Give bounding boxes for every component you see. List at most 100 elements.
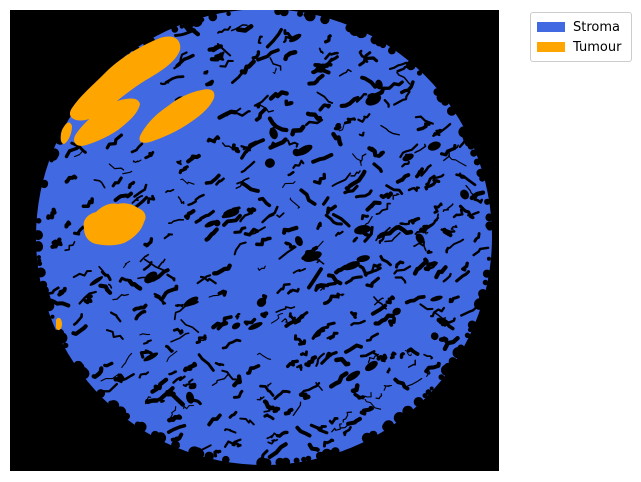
- tissue-edge-gap: [54, 328, 65, 338]
- tissue-gap: [404, 294, 426, 305]
- tissue-gap: [354, 189, 373, 199]
- tissue-edge-gap: [33, 230, 43, 241]
- tissue-gap: [272, 67, 277, 74]
- tissue-gap: [113, 373, 125, 382]
- tissue-gap: [70, 141, 87, 154]
- tissue-gap: [143, 258, 165, 272]
- tissue-edge-gap: [413, 397, 424, 407]
- tissue-gap: [98, 283, 113, 295]
- legend-label-tumour: Tumour: [573, 39, 622, 55]
- tissue-gap: [355, 93, 368, 103]
- tissue-gap: [217, 51, 225, 61]
- tissue-gap: [438, 336, 449, 344]
- tissue-gap: [315, 381, 323, 391]
- tissue-gap: [78, 290, 97, 305]
- tissue-gap: [205, 79, 215, 87]
- tissue-gap: [246, 364, 261, 375]
- tissue-gap: [268, 90, 289, 101]
- tissue-gap: [420, 164, 432, 177]
- tissue-gap: [365, 360, 378, 372]
- tissue-gap: [452, 208, 464, 219]
- tissue-edge-gap: [429, 386, 434, 391]
- tissue-gap: [344, 183, 354, 191]
- tissue-edge-gap: [438, 374, 445, 380]
- tissue-edge-gap: [416, 70, 423, 76]
- tissue-gap: [257, 196, 272, 208]
- tissue-gap: [50, 237, 62, 249]
- tissue-gap: [206, 135, 221, 144]
- tissue-gap: [217, 25, 232, 34]
- tissue-gap: [172, 327, 184, 335]
- tissue-gap: [174, 303, 184, 308]
- tissue-gap: [375, 393, 383, 400]
- tissue-gap: [186, 153, 201, 164]
- tissue-gap: [379, 255, 392, 267]
- tissue-gap: [283, 50, 298, 62]
- tissue-gap: [418, 224, 429, 234]
- tissue-gap: [364, 398, 382, 410]
- tissue-gap: [455, 173, 477, 187]
- tissue-gap: [455, 270, 471, 283]
- tissue-gap: [212, 263, 232, 276]
- tissue-gap: [461, 261, 469, 272]
- legend-entry-tumour: Tumour: [537, 37, 625, 57]
- tissue-gap: [350, 170, 361, 177]
- tissue-gap: [287, 287, 300, 295]
- tissue-gap: [165, 188, 175, 194]
- tissue-gap: [450, 224, 458, 230]
- legend-swatch-stroma: [537, 22, 565, 32]
- tissue-gap: [352, 153, 362, 167]
- tissue-gap: [350, 319, 366, 327]
- tissue-gap: [215, 52, 223, 61]
- tissue-gap: [215, 177, 225, 186]
- tissue-gap: [165, 344, 174, 353]
- tissue-gap: [415, 167, 424, 179]
- tissue-gap: [416, 122, 431, 132]
- tissue-gap: [289, 197, 301, 209]
- tissue-edge-gap: [385, 421, 393, 430]
- tissue-edge-gap: [474, 298, 486, 310]
- tissue-edge-gap: [108, 400, 113, 405]
- tissue-edge-gap: [437, 93, 445, 101]
- tissue-gap: [222, 213, 242, 227]
- tissue-gap: [325, 55, 339, 67]
- tissue-gap: [353, 392, 365, 400]
- tumour-region: [56, 317, 62, 331]
- tissue-gap: [143, 352, 159, 362]
- tissue-gap: [407, 377, 423, 387]
- tissue-gap: [160, 284, 179, 300]
- tissue-gap: [380, 80, 404, 90]
- tissue-edge-gap: [301, 456, 307, 463]
- tissue-gap: [217, 289, 228, 297]
- tissue-gap: [458, 204, 475, 220]
- tissue-gap: [237, 110, 251, 117]
- tissue-edge-gap: [50, 314, 55, 319]
- tissue-edge-gap: [443, 362, 454, 373]
- tissue-gap: [73, 313, 83, 326]
- tissue-gap: [442, 336, 460, 352]
- tissue-gap: [272, 406, 281, 414]
- tissue-edge-gap: [485, 221, 495, 230]
- tissue-gap: [365, 332, 380, 342]
- tissue-gap: [91, 366, 104, 379]
- tissue-gap: [168, 370, 178, 376]
- tissue-gap: [460, 189, 470, 200]
- tissue-gap: [299, 188, 317, 206]
- tissue-gap: [276, 212, 285, 218]
- tissue-gap: [298, 392, 311, 400]
- tissue-gap: [248, 322, 263, 330]
- tissue-gap: [365, 200, 382, 212]
- tissue-gap: [415, 233, 425, 244]
- tissue-edge-gap: [473, 158, 481, 166]
- tissue-gap: [265, 214, 275, 220]
- tissue-gap: [46, 207, 57, 220]
- tissue-gap: [131, 194, 144, 204]
- tissue-gap: [64, 220, 72, 229]
- tissue-edge-gap: [486, 256, 491, 261]
- tissue-gap: [224, 428, 237, 434]
- tissue-gap: [399, 352, 405, 359]
- tissue-gap: [380, 124, 400, 136]
- tissue-gap: [98, 265, 109, 278]
- tissue-gap: [165, 389, 176, 397]
